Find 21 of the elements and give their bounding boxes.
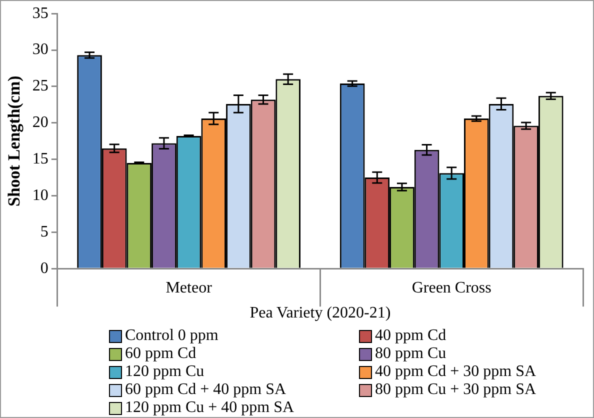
legend-label: 60 ppm Cd + 40 ppm SA	[125, 381, 286, 399]
legend-label: Control 0 ppm	[125, 327, 218, 345]
x-tick-label: Meteor	[166, 279, 213, 296]
y-tick-label: 10	[32, 186, 48, 204]
y-tick-label: 30	[32, 41, 48, 58]
y-axis-title: Shoot Length(cm)	[4, 76, 24, 207]
y-tick-label: 20	[32, 114, 48, 132]
legend-label: 120 ppm Cu	[125, 363, 204, 381]
x-tick-label: Green Cross	[412, 279, 492, 296]
legend-label: 40 ppm Cd	[375, 327, 446, 345]
y-tick-label: 15	[32, 150, 48, 168]
x-axis-title: Pea Variety (2020-21)	[250, 304, 391, 322]
y-tick-label: 0	[40, 260, 48, 277]
legend-label: 80 ppm Cu	[375, 345, 446, 363]
y-tick-label: 5	[40, 223, 48, 240]
y-tick-label: 25	[32, 78, 48, 95]
legend-label: 40 ppm Cd + 30 ppm SA	[375, 363, 536, 381]
legend-label: 120 ppm Cu + 40 ppm SA	[125, 399, 294, 417]
legend-label: 60 ppm Cd	[125, 345, 196, 363]
y-tick-label: 35	[32, 4, 48, 22]
legend-label: 80 ppm Cu + 30 ppm SA	[375, 381, 536, 399]
